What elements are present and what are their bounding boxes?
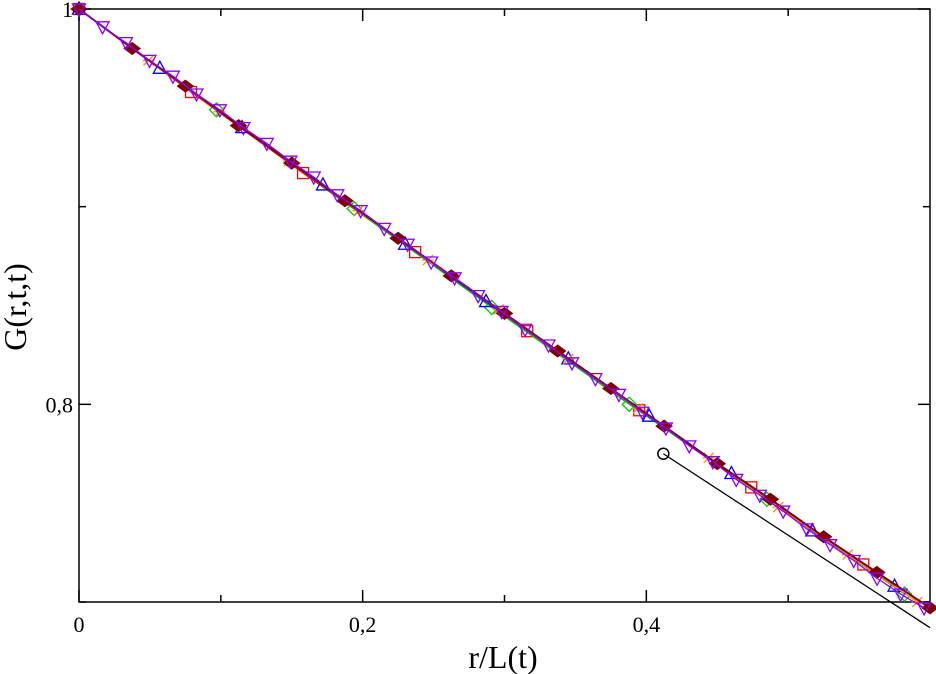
y-tick-label: 0,8: [46, 392, 74, 417]
data-point: [165, 70, 181, 85]
data-point: [540, 339, 557, 354]
data-point: [658, 422, 674, 437]
data-point: [212, 104, 228, 119]
x-tick-label: 0: [74, 612, 85, 637]
data-point: [329, 189, 345, 204]
data-point: [282, 155, 298, 170]
data-point: [517, 323, 533, 338]
data-point: [71, 3, 87, 18]
data-point: [657, 447, 670, 460]
data-point: [353, 204, 369, 219]
x-axis-title: r/L(t): [468, 639, 537, 674]
data-point: [761, 492, 780, 506]
plot-area-border: [78, 8, 931, 603]
data-point: [633, 404, 646, 417]
data-point: [118, 36, 134, 51]
data-point: [728, 473, 744, 488]
data-point: [705, 456, 721, 471]
data-point: [408, 245, 422, 259]
data-point: [587, 372, 604, 388]
data-point: [423, 256, 439, 271]
y-axis-title: G(r,t,t): [0, 263, 33, 351]
data-point: [259, 137, 275, 152]
data-point: [376, 222, 392, 237]
data-point: [235, 121, 251, 136]
series-5: [70, 2, 936, 615]
data-point: [799, 523, 815, 538]
data-point: [681, 440, 697, 455]
series-layer: [70, 0, 936, 629]
plot-frame: [78, 8, 931, 603]
data-point: [564, 357, 580, 372]
data-point: [921, 601, 936, 615]
data-point: [493, 305, 510, 320]
data-point: [397, 235, 413, 250]
data-point: [470, 289, 486, 304]
data-point: [446, 272, 463, 287]
data-point: [893, 588, 909, 603]
tick-labels: 0 0,2 0,4 0,8 1: [46, 0, 661, 637]
series-0: [657, 447, 931, 629]
data-point: [621, 396, 638, 413]
data-point: [478, 293, 494, 308]
axis-ticks: [78, 8, 930, 603]
series-6: [71, 3, 932, 617]
data-point: [869, 572, 885, 587]
data-point: [188, 88, 205, 103]
data-point: [483, 299, 500, 316]
data-point: [775, 505, 791, 520]
data-point: [745, 481, 758, 494]
data-point: [141, 54, 158, 69]
series-line: [78, 8, 925, 609]
data-point: [822, 539, 838, 554]
data-point: [208, 101, 225, 118]
data-point: [548, 344, 567, 358]
data-point: [752, 489, 768, 504]
series-line: [662, 453, 931, 629]
data-point: [306, 171, 322, 186]
data-point: [400, 238, 416, 253]
data-point: [634, 406, 650, 421]
x-tick-label: 0,4: [633, 612, 661, 637]
data-point: [152, 59, 168, 74]
data-point: [611, 388, 627, 403]
y-tick-label: 1: [62, 0, 73, 22]
data-point: [846, 554, 862, 569]
data-point: [916, 602, 932, 617]
data-point: [94, 21, 111, 36]
x-tick-label: 0,2: [349, 612, 377, 637]
